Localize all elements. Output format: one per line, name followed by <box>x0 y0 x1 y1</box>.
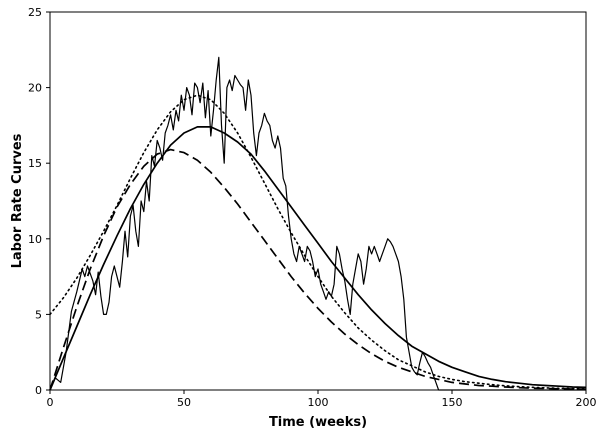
y-tick-label: 10 <box>28 233 42 246</box>
x-tick-label: 200 <box>576 396 597 409</box>
y-tick-label: 15 <box>28 157 42 170</box>
x-tick-label: 0 <box>47 396 54 409</box>
y-tick-label: 0 <box>35 384 42 397</box>
y-tick-label: 25 <box>28 6 42 19</box>
series-line-fitted-dotted <box>49 94 587 390</box>
x-axis: 0 50 100 150 200 <box>47 390 597 409</box>
y-tick-label: 5 <box>35 308 42 321</box>
x-axis-title: Time (weeks) <box>269 415 367 430</box>
series-line-actual <box>49 56 586 391</box>
plot-frame <box>49 11 587 391</box>
y-axis-title: Labor Rate Curves <box>10 133 25 268</box>
y-axis: 0 5 10 15 20 25 <box>28 6 50 397</box>
series-line-fitted-solid <box>49 126 587 391</box>
series-line-fitted-dashed <box>49 148 587 391</box>
x-tick-label: 100 <box>308 396 329 409</box>
y-tick-label: 20 <box>28 82 42 95</box>
x-tick-label: 150 <box>442 396 463 409</box>
x-tick-label: 50 <box>177 396 191 409</box>
series-layer <box>49 56 587 391</box>
